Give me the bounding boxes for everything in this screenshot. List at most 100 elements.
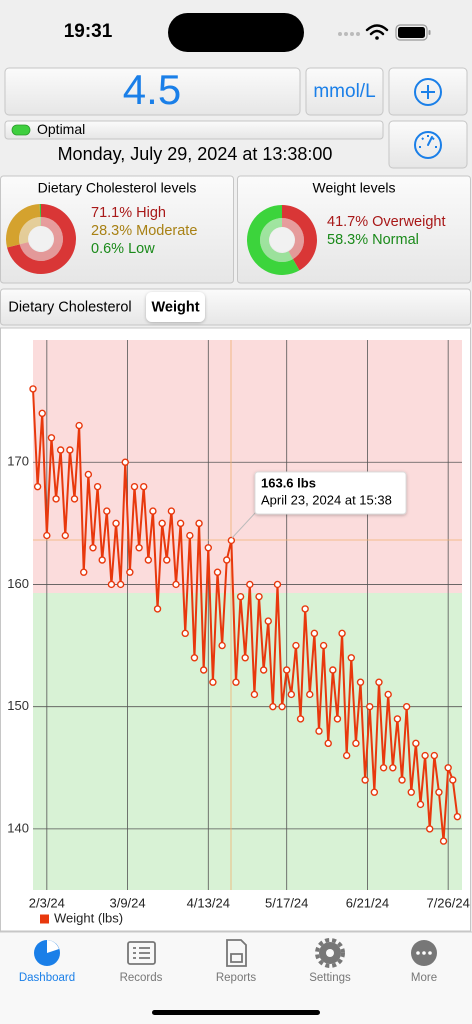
reports-icon[interactable] — [226, 939, 247, 967]
point — [98, 556, 106, 564]
x-tick-label: 3/9/24 — [109, 895, 145, 910]
x-tick-label: 7/26/24 — [426, 895, 469, 910]
point — [319, 641, 328, 650]
point — [310, 629, 319, 638]
point — [250, 690, 259, 699]
point — [278, 702, 286, 711]
point — [241, 654, 249, 662]
point — [283, 666, 291, 674]
point — [449, 776, 457, 784]
point — [144, 556, 153, 564]
donut-inner-slice — [260, 218, 293, 262]
point — [158, 519, 166, 528]
point — [172, 580, 180, 589]
y-tick-label: 160 — [7, 576, 29, 591]
status-box — [4, 120, 384, 140]
donut-legend-label: 41.7% Overweight — [327, 214, 445, 230]
donut-slice — [247, 205, 300, 275]
point — [181, 629, 189, 638]
chart-tab[interactable]: Dietary Cholesterol — [8, 299, 131, 315]
chart-tab[interactable]: Weight — [151, 299, 199, 315]
gauge-icon[interactable] — [414, 131, 442, 159]
wifi-icon — [365, 24, 389, 40]
point — [287, 690, 296, 699]
point — [103, 507, 111, 515]
unit-button[interactable] — [305, 67, 384, 116]
reading-status: Optimal — [37, 121, 85, 137]
point — [218, 641, 226, 650]
point — [121, 458, 129, 466]
chart-tabs — [0, 288, 471, 326]
point — [296, 715, 305, 723]
point — [361, 776, 369, 784]
point — [163, 556, 171, 564]
point — [209, 678, 217, 686]
x-tick-label: 5/17/24 — [265, 895, 308, 910]
point — [176, 519, 185, 528]
donut-inner-slice — [18, 217, 41, 245]
weight-card — [237, 175, 471, 284]
chart-zone — [33, 340, 462, 593]
tab-label[interactable]: More — [411, 972, 437, 984]
point — [112, 519, 120, 528]
point — [379, 764, 388, 772]
settings-icon[interactable] — [315, 938, 345, 968]
donut-legend-label: 71.1% High — [91, 205, 166, 221]
donut-hole — [29, 227, 53, 251]
point — [167, 507, 176, 515]
point — [56, 446, 65, 454]
tab-label[interactable]: Reports — [216, 972, 257, 984]
records-icon[interactable] — [127, 941, 156, 965]
point — [47, 434, 56, 442]
point — [347, 654, 355, 662]
point — [66, 446, 74, 454]
point — [140, 482, 148, 491]
more-icon[interactable] — [411, 940, 437, 966]
tab-label[interactable]: Dashboard — [19, 972, 75, 984]
point — [306, 690, 314, 699]
donut-slice — [7, 204, 77, 275]
x-tick-label: 2/3/24 — [29, 895, 65, 910]
point — [264, 617, 272, 625]
donut-slice — [39, 204, 41, 218]
point — [333, 715, 342, 723]
point — [389, 764, 397, 772]
dynamic-island — [168, 13, 304, 52]
point — [33, 482, 42, 491]
tooltip-date: April 23, 2024 at 15:38 — [261, 492, 392, 507]
reading-date: Monday, July 29, 2024 at 13:38:00 — [58, 144, 333, 164]
point — [93, 482, 102, 491]
point — [255, 592, 263, 601]
point — [315, 727, 323, 735]
y-tick-label: 140 — [7, 820, 29, 835]
dashboard-icon[interactable] — [34, 940, 60, 966]
point — [149, 507, 157, 515]
tab-label[interactable]: Settings — [309, 972, 351, 984]
point — [130, 482, 139, 491]
point — [453, 812, 462, 821]
chart-tab-selected — [146, 292, 205, 322]
status-indicator — [11, 124, 31, 136]
signal-icon — [338, 32, 360, 36]
point — [384, 690, 392, 699]
add-icon[interactable] — [414, 78, 442, 106]
legend-label: Weight (lbs) — [54, 910, 123, 925]
tooltip-value: 163.6 lbs — [261, 475, 316, 490]
reading-unit[interactable]: mmol/L — [313, 81, 375, 102]
point — [52, 495, 60, 503]
point — [107, 580, 116, 589]
x-tick-label: 4/13/24 — [187, 895, 230, 910]
donut-legend-label: 58.3% Normal — [327, 232, 419, 248]
point — [126, 568, 134, 576]
point — [223, 556, 231, 564]
point — [402, 702, 411, 711]
point — [153, 605, 162, 613]
legend-swatch — [40, 914, 49, 924]
card-title: Dietary Cholesterol levels — [38, 180, 197, 196]
tab-label[interactable]: Records — [120, 972, 163, 984]
reading-value: 4.5 — [123, 66, 181, 113]
x-tick-label: 6/21/24 — [346, 895, 389, 910]
point — [435, 788, 443, 796]
point — [38, 409, 46, 418]
